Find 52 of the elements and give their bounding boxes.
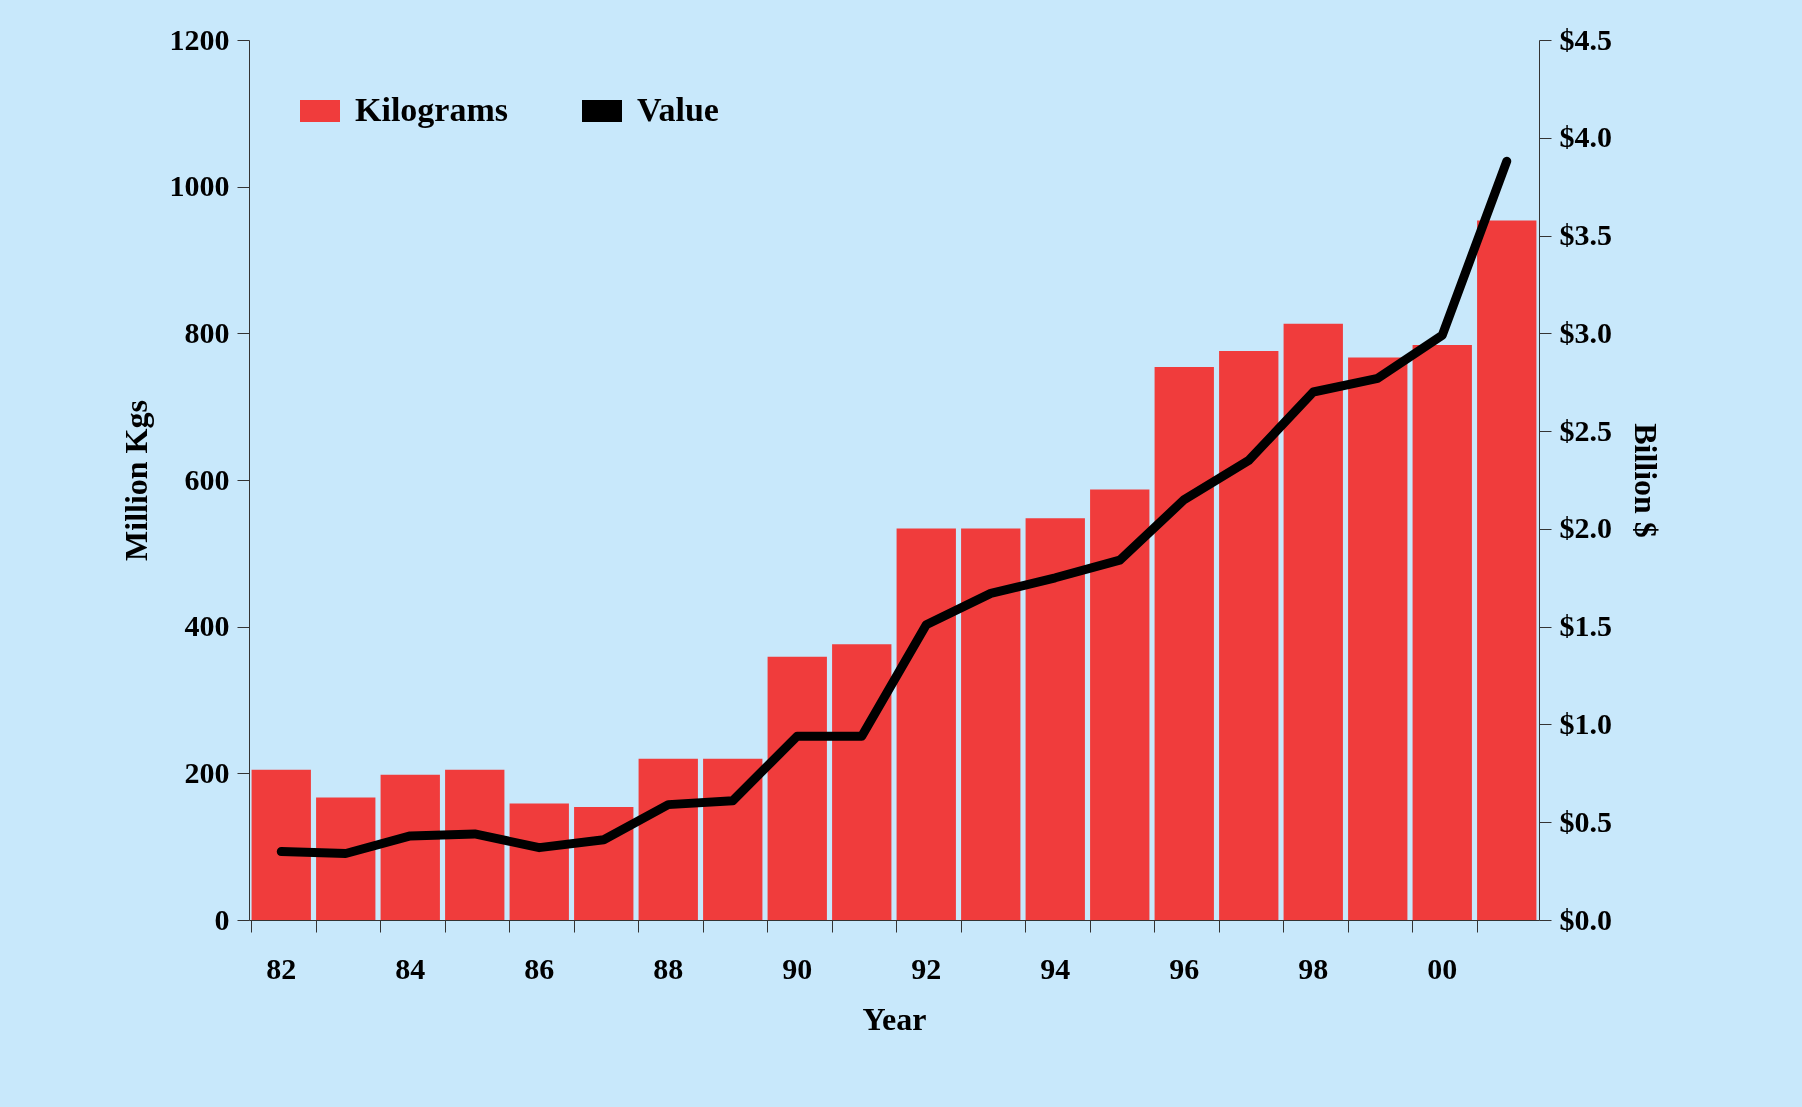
bar (1412, 345, 1472, 920)
x-tick-label: 88 (653, 951, 684, 985)
x-tick-label: 84 (395, 951, 426, 985)
x-tick-label: 86 (524, 951, 555, 985)
y2-tick-label: $4.5 (1559, 22, 1612, 56)
x-axis-title: Year (862, 1000, 927, 1037)
bar (703, 758, 763, 920)
y-tick-label: 200 (184, 755, 230, 789)
bar (896, 528, 956, 920)
legend-label: Kilograms (355, 91, 508, 128)
x-tick-label: 00 (1427, 951, 1458, 985)
x-tick-label: 92 (911, 951, 942, 985)
y2-tick-label: $3.5 (1559, 218, 1612, 252)
y2-tick-label: $0.5 (1559, 804, 1612, 838)
y-tick-label: 400 (184, 609, 230, 643)
y-tick-label: 600 (184, 462, 230, 496)
bar (1283, 323, 1343, 920)
x-tick-label: 96 (1169, 951, 1200, 985)
y-tick-label: 800 (184, 315, 230, 349)
y-tick-label: 1000 (169, 169, 230, 203)
bar (1477, 220, 1537, 920)
y-axis-title: Million Kgs (117, 400, 154, 561)
bar (832, 644, 892, 920)
y2-tick-label: $0.0 (1559, 902, 1612, 936)
x-tick-label: 94 (1040, 951, 1071, 985)
y2-tick-label: $3.0 (1559, 315, 1612, 349)
x-tick-label: 98 (1298, 951, 1329, 985)
y-tick-label: 0 (214, 902, 230, 936)
y2-tick-label: $4.0 (1559, 120, 1612, 154)
bar (380, 774, 440, 920)
bar (961, 528, 1021, 920)
bar (1154, 367, 1214, 920)
y2-tick-label: $2.0 (1559, 511, 1612, 545)
y-tick-label: 1200 (169, 22, 230, 56)
bar (767, 656, 827, 920)
bar (1025, 518, 1085, 920)
bar (574, 807, 634, 920)
y2-axis-title: Billion $ (1628, 423, 1664, 538)
bar (509, 803, 569, 920)
bar (316, 797, 376, 920)
bar (251, 769, 311, 920)
y2-tick-label: $1.5 (1559, 609, 1612, 643)
bar (1219, 350, 1279, 920)
bar (1348, 357, 1408, 920)
legend-label: Value (637, 91, 719, 128)
y2-tick-label: $1.0 (1559, 706, 1612, 740)
bar (1090, 489, 1150, 920)
x-tick-label: 90 (782, 951, 813, 985)
y2-tick-label: $2.5 (1559, 413, 1612, 447)
bar (638, 758, 698, 920)
x-tick-label: 82 (266, 951, 297, 985)
bar (445, 769, 505, 920)
